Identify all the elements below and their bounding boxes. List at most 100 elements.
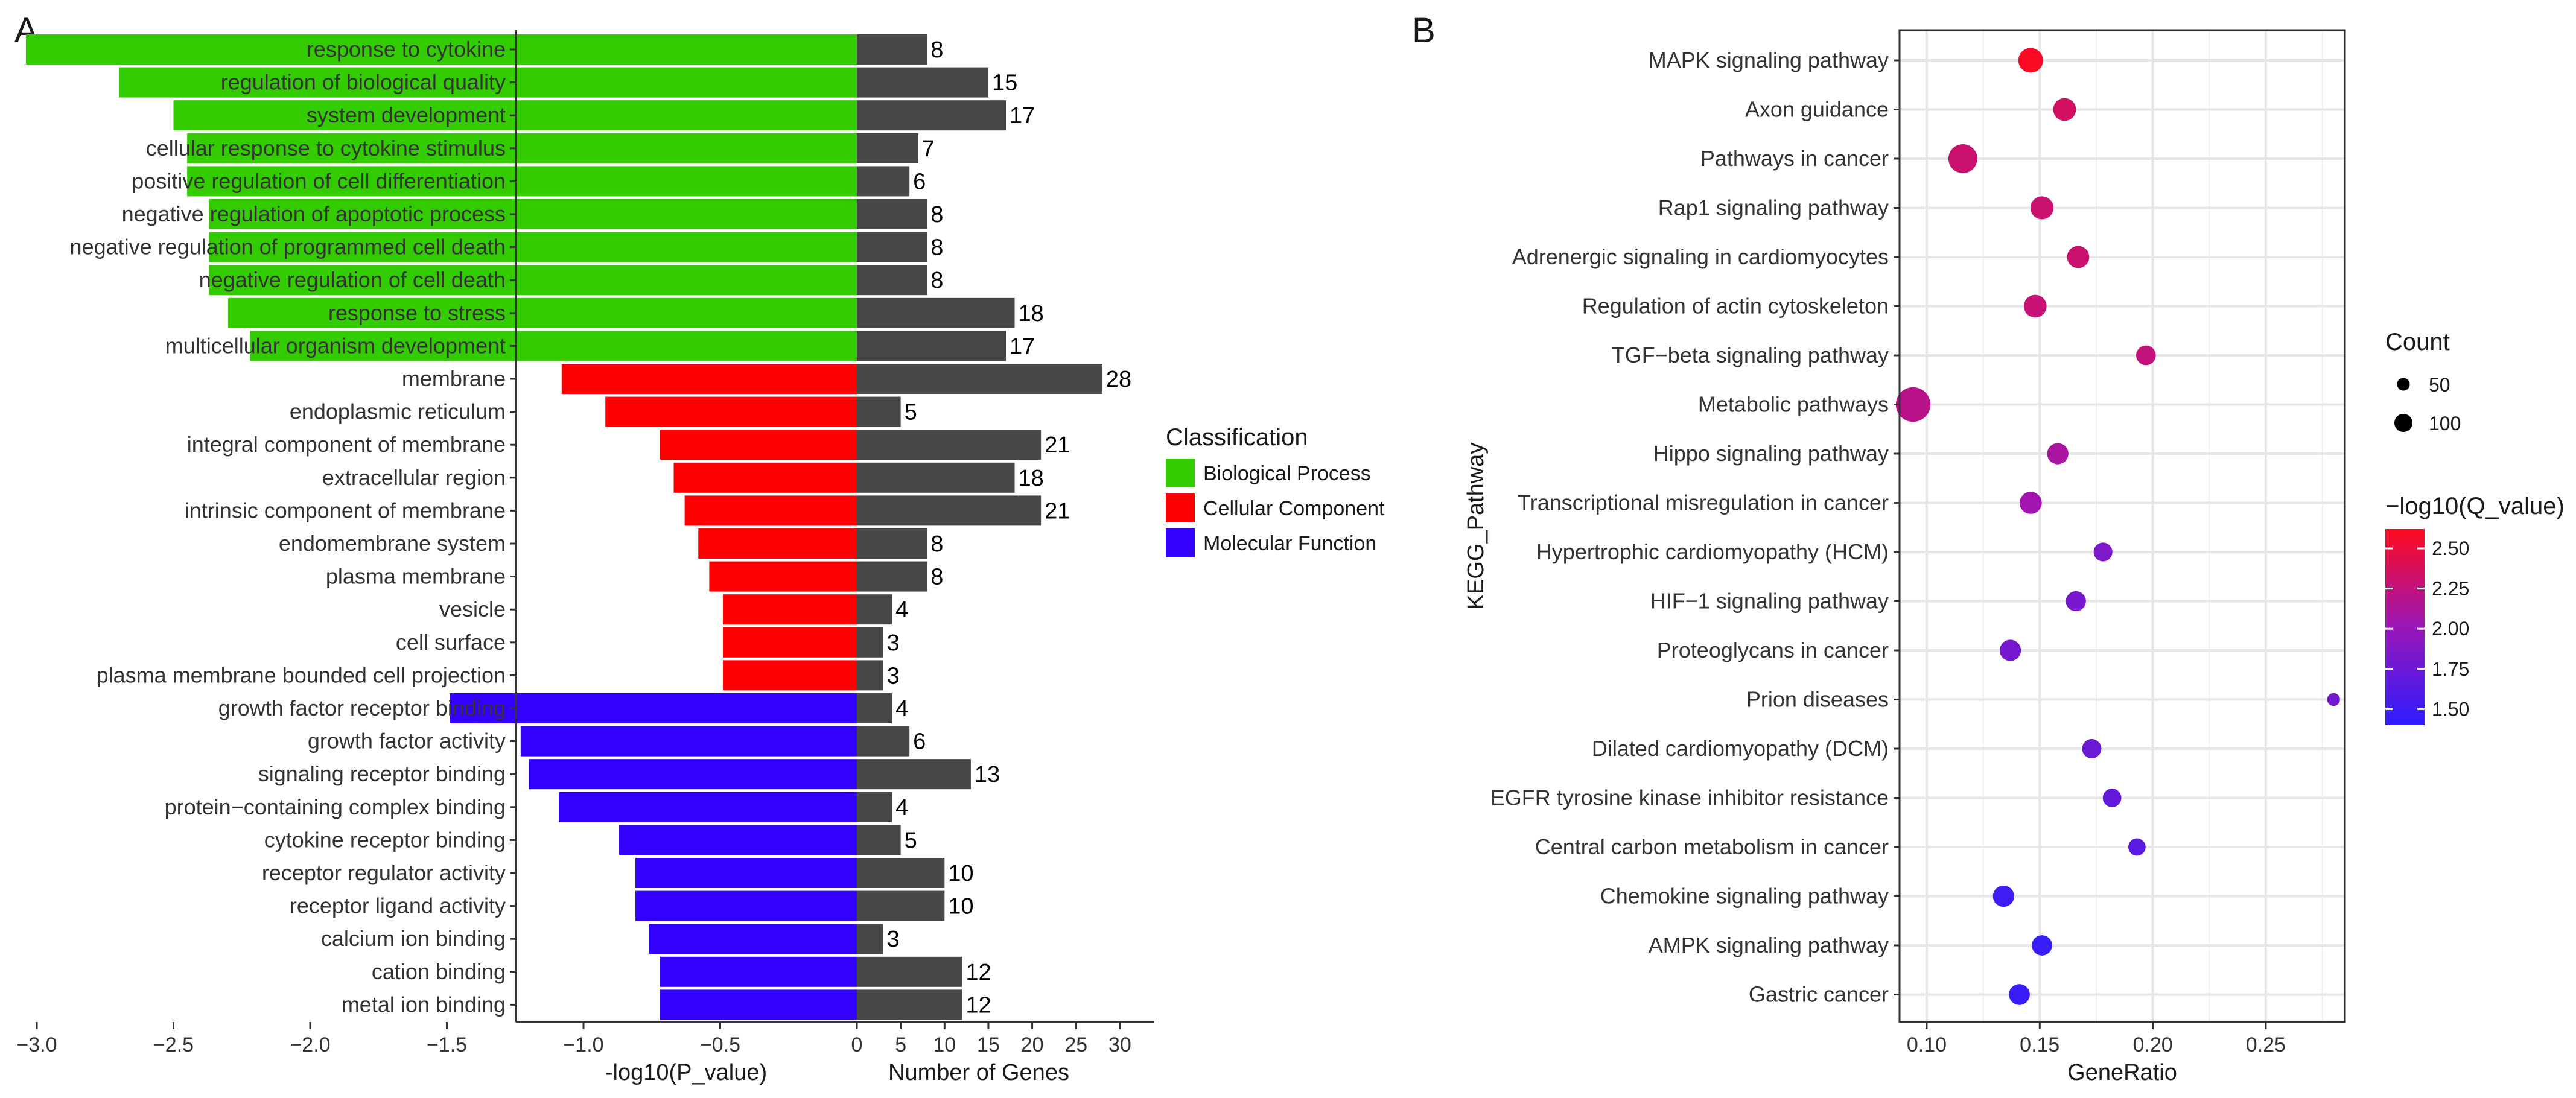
gene-count-label: 8 (930, 235, 943, 261)
term-label: protein−containing complex binding (165, 795, 506, 819)
pvalue-bar (520, 726, 857, 757)
a-x-tick-label-pvalue: −1.0 (563, 1033, 603, 1056)
gene-count-bar (857, 364, 1102, 394)
b-plot-background (1900, 30, 2345, 1022)
gene-count-label: 3 (887, 663, 900, 688)
term-label: integral component of membrane (187, 432, 506, 457)
panel-b-dot-plot: B MAPK signaling pathway Axon guidance Pat… (1412, 11, 2565, 1085)
gene-count-bar (857, 297, 1015, 328)
count-size-legend: Count 50 100 (2385, 329, 2461, 434)
qvalue-colorbar (2385, 529, 2425, 725)
pathway-dot (2053, 98, 2076, 121)
a-x-tick-label-pvalue: −3.0 (16, 1033, 57, 1056)
gene-count-bar (857, 890, 945, 921)
a-x-tick-label-pvalue: −1.5 (427, 1033, 467, 1056)
term-label: intrinsic component of membrane (185, 498, 506, 522)
colorbar-tick-label: 2.25 (2432, 578, 2469, 600)
gene-count-label: 8 (930, 37, 943, 63)
pathway-label: Pathways in cancer (1700, 146, 1889, 171)
pathway-label: Central carbon metabolism in cancer (1535, 834, 1889, 859)
pathway-dot (2128, 838, 2146, 856)
pvalue-bar (228, 297, 857, 328)
term-label: vesicle (439, 597, 506, 621)
gene-count-label: 6 (913, 729, 926, 755)
term-label: regulation of biological quality (221, 70, 506, 95)
a-x-tick-label-pvalue: −2.0 (290, 1033, 330, 1056)
gene-count-label: 17 (1010, 334, 1035, 359)
gene-count-label: 10 (948, 861, 973, 886)
term-label: receptor ligand activity (290, 893, 506, 918)
b-x-tick-label: 0.10 (1907, 1033, 1947, 1056)
gene-count-label: 7 (922, 136, 935, 162)
gene-count-bar (857, 759, 971, 790)
term-label: cytokine receptor binding (264, 827, 506, 852)
pathway-dot (2032, 935, 2052, 956)
gene-count-bar (857, 825, 901, 855)
gene-count-bar (857, 627, 883, 658)
pathway-dot (2018, 48, 2043, 73)
pathway-label: MAPK signaling pathway (1649, 48, 1889, 72)
pvalue-bar (660, 989, 857, 1020)
pvalue-bar (559, 792, 857, 822)
panel-b-label: B (1412, 11, 1436, 50)
pvalue-bar (635, 890, 857, 921)
gene-count-label: 12 (965, 960, 991, 985)
gene-count-bar (857, 133, 918, 163)
pathway-dot (2066, 591, 2086, 612)
term-label: metal ion binding (342, 992, 506, 1017)
pvalue-bar (209, 265, 857, 296)
a-x-tick-label-genes: 10 (933, 1033, 956, 1056)
pathway-dot (2009, 984, 2030, 1005)
gene-count-label: 15 (992, 71, 1017, 96)
pvalue-bar (619, 825, 857, 855)
gene-count-bar (857, 34, 927, 65)
term-label: membrane (402, 366, 506, 391)
pathway-label: Regulation of actin cytoskeleton (1582, 294, 1889, 319)
pathway-dot (2102, 789, 2122, 807)
gene-count-label: 18 (1019, 466, 1044, 491)
b-plot-border (1898, 29, 2346, 1023)
gene-count-label: 21 (1045, 433, 1070, 458)
b-xlabel: GeneRatio (2067, 1060, 2177, 1085)
gene-count-bar (857, 166, 910, 197)
pathway-label: EGFR tyrosine kinase inhibitor resistanc… (1490, 785, 1889, 810)
pathway-label: Dilated cardiomyopathy (DCM) (1592, 736, 1889, 761)
gene-count-label: 8 (930, 532, 943, 557)
pathway-label: Gastric cancer (1749, 982, 1889, 1007)
a-x-tick-label-pvalue: 0 (851, 1033, 863, 1056)
gene-count-bar (857, 989, 962, 1020)
legend-swatch-cc (1166, 493, 1195, 522)
pvalue-bar (250, 331, 857, 361)
term-label: multicellular organism development (165, 333, 506, 358)
term-label: endoplasmic reticulum (290, 399, 506, 424)
term-label: cation binding (372, 959, 506, 984)
term-label: negative regulation of programmed cell d… (70, 235, 506, 259)
pathway-label: Rap1 signaling pathway (1658, 195, 1889, 220)
gene-count-bar (857, 67, 988, 98)
a-x-tick-label-genes: 15 (977, 1033, 1000, 1056)
pvalue-bar (209, 232, 857, 262)
pathway-label: AMPK signaling pathway (1649, 933, 1889, 957)
gene-count-label: 8 (930, 565, 943, 590)
pvalue-bar (723, 660, 857, 691)
pvalue-bar (684, 495, 857, 526)
gene-count-bar (857, 956, 962, 987)
pathway-label: Hippo signaling pathway (1653, 441, 1889, 466)
pvalue-bar (187, 166, 857, 197)
gene-count-label: 4 (895, 795, 908, 820)
legend-swatch-mf (1166, 528, 1195, 557)
a-x-tick-label-genes: 25 (1064, 1033, 1087, 1056)
gene-count-bar (857, 232, 927, 262)
a-x-tick-label-genes: 30 (1108, 1033, 1131, 1056)
term-label: receptor regulator activity (262, 860, 506, 885)
gene-count-label: 4 (895, 597, 908, 623)
count-legend-dot-50 (2397, 378, 2410, 391)
pvalue-bar (118, 67, 857, 98)
pathway-dot (2030, 196, 2054, 220)
a-xlabel-genes: Number of Genes (888, 1060, 1069, 1085)
pvalue-bar (187, 133, 857, 163)
pathway-label: Prion diseases (1746, 687, 1889, 712)
pathway-label: TGF−beta signaling pathway (1612, 343, 1889, 367)
gene-count-bar (857, 495, 1042, 526)
